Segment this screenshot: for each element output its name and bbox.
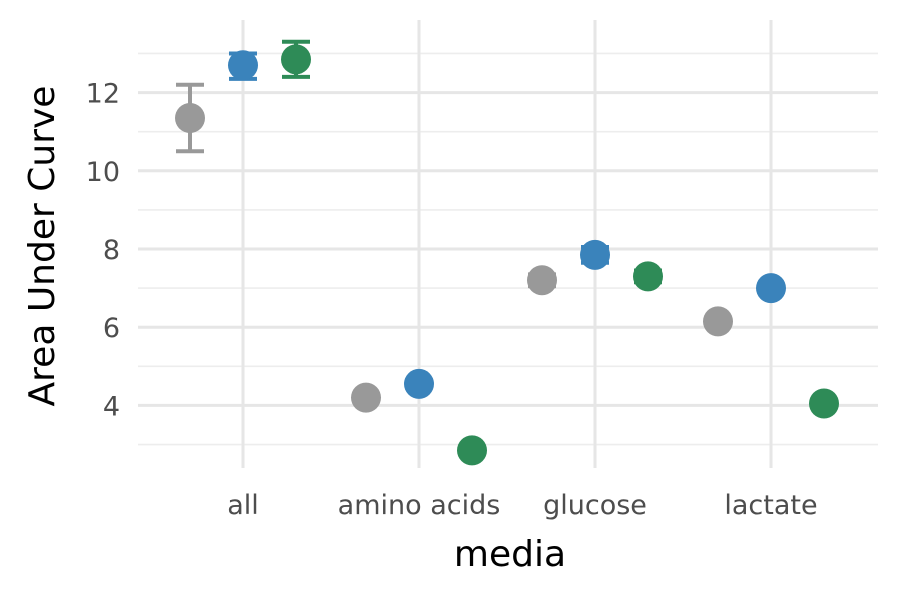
x-tick-label: lactate <box>724 490 817 521</box>
data-point <box>756 273 786 304</box>
data-point <box>527 265 557 296</box>
grid <box>138 20 878 468</box>
x-tick-label: glucose <box>543 490 647 521</box>
data-marks <box>175 39 839 466</box>
y-axis-ticks: 4 6 8 10 12 <box>86 79 120 423</box>
y-tick-label: 12 <box>86 79 120 110</box>
data-point <box>703 306 733 337</box>
x-tick-label: all <box>227 490 259 521</box>
x-tick-label: amino acids <box>338 490 501 521</box>
data-point <box>175 102 205 133</box>
data-point <box>633 261 663 292</box>
y-tick-label: 10 <box>86 157 120 188</box>
data-point <box>809 388 839 419</box>
data-point <box>351 382 381 413</box>
data-point <box>580 239 610 270</box>
x-axis-title: media <box>454 534 566 575</box>
y-tick-label: 4 <box>103 391 120 422</box>
data-point <box>228 50 258 81</box>
y-axis-title: Area Under Curve <box>22 86 63 407</box>
x-axis-ticks: all amino acids glucose lactate <box>227 490 817 521</box>
data-point <box>281 44 311 75</box>
y-tick-label: 6 <box>103 313 120 344</box>
data-point <box>404 368 434 399</box>
y-tick-label: 8 <box>103 235 120 266</box>
data-point <box>457 435 487 466</box>
